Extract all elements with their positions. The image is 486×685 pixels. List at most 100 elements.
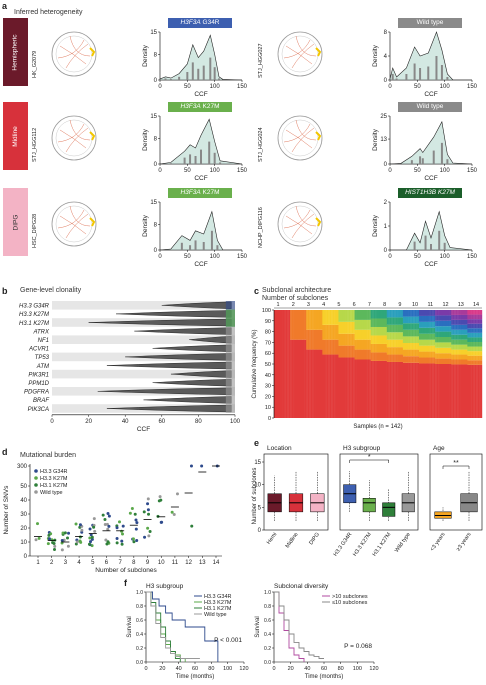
- stack-segment: [471, 328, 474, 333]
- stack-segment: [394, 310, 396, 318]
- legend-dot: [34, 490, 38, 494]
- sample-id: STJ_HGG027: [258, 43, 264, 78]
- stack-segment: [309, 349, 311, 418]
- stack-segment: [460, 364, 462, 418]
- histogram-bar: [180, 242, 183, 250]
- stack-segment: [427, 351, 430, 358]
- stack-segment: [353, 357, 355, 418]
- stack-segment: [386, 339, 389, 348]
- stack-segment: [416, 329, 418, 337]
- stack-segment: [442, 358, 445, 364]
- y-tick-label: 15: [254, 460, 261, 466]
- stack-segment: [440, 331, 443, 337]
- y-tick-label: 0: [154, 248, 158, 254]
- stack-segment: [477, 323, 480, 329]
- stack-segment: [345, 357, 348, 418]
- stack-segment: [423, 357, 426, 364]
- stack-segment: [470, 310, 472, 315]
- histogram-bar: [419, 68, 422, 80]
- stack-segment: [451, 334, 453, 340]
- y-tick-label: 15: [150, 30, 157, 36]
- stack-segment: [464, 310, 467, 315]
- stack-segment: [462, 334, 465, 340]
- stack-segment: [454, 339, 456, 345]
- stack-segment: [454, 349, 456, 355]
- stack-segment: [419, 339, 421, 346]
- mutation-label: Wild type: [416, 19, 444, 26]
- stack-segment: [449, 364, 452, 418]
- sample-id: HSC_DIPG28: [32, 213, 38, 248]
- stack-segment: [298, 339, 301, 418]
- data-point: [90, 537, 94, 541]
- stack-segment: [451, 349, 453, 355]
- stack-segment: [351, 321, 354, 334]
- stack-segment: [399, 354, 402, 362]
- stack-segment: [376, 352, 379, 361]
- data-point: [120, 542, 124, 546]
- stack-segment: [350, 321, 352, 334]
- stack-segment: [445, 364, 448, 418]
- stack-segment: [354, 349, 357, 360]
- stack-segment: [317, 310, 320, 330]
- stack-segment: [474, 323, 477, 329]
- stack-segment: [429, 310, 431, 316]
- p-value: P < 0.001: [214, 637, 242, 644]
- stack-segment: [446, 364, 449, 418]
- stack-segment: [319, 349, 322, 418]
- stack-segment: [334, 324, 336, 340]
- stack-segment: [325, 354, 327, 418]
- stack-segment: [332, 354, 335, 418]
- stack-segment: [465, 354, 468, 360]
- stack-segment: [386, 317, 389, 325]
- stack-segment: [407, 336, 409, 343]
- stack-segment: [413, 343, 415, 350]
- stack-segment: [312, 349, 314, 418]
- stack-segment: [369, 310, 371, 320]
- stack-segment: [364, 339, 367, 350]
- stack-segment: [312, 329, 314, 350]
- panel-a-title: Inferred heterogeneity: [14, 9, 83, 16]
- stack-segment: [471, 310, 474, 315]
- stack-segment: [432, 339, 434, 346]
- stack-segment: [380, 326, 383, 336]
- stack-segment: [391, 347, 393, 355]
- stack-segment: [460, 334, 462, 340]
- stack-segment: [360, 339, 363, 350]
- stack-segment: [449, 337, 452, 343]
- panel-c-subtitle: Number of subclones: [262, 295, 329, 302]
- survival-curve: [274, 591, 324, 659]
- stack-segment: [288, 310, 291, 418]
- stack-segment: [398, 361, 401, 418]
- stack-segment: [480, 328, 483, 333]
- stack-segment: [383, 310, 386, 319]
- stack-segment: [382, 343, 385, 353]
- x-tick-label: 20: [85, 419, 92, 425]
- stack-segment: [414, 343, 417, 350]
- x-tick-label: 80: [195, 419, 202, 425]
- stack-segment: [386, 347, 389, 355]
- y-tick-label: 10: [20, 540, 27, 546]
- x-axis-label: Time (months): [305, 674, 343, 680]
- stack-segment: [460, 359, 462, 365]
- stack-segment: [420, 339, 423, 346]
- significance-bracket: [442, 465, 470, 469]
- stack-segment: [423, 339, 426, 346]
- stack-segment: [316, 310, 319, 330]
- stack-segment: [303, 310, 305, 340]
- stack-segment: [366, 349, 368, 360]
- x-tick-label: 50: [184, 84, 191, 90]
- data-point: [115, 526, 119, 530]
- y-tick-label: 10: [265, 405, 271, 411]
- x-tick-label: 100: [440, 168, 451, 174]
- stack-segment: [471, 332, 474, 338]
- significance-mark: **: [453, 460, 459, 467]
- violin: [143, 396, 232, 404]
- survival-curves: H3 subgroup 0 20 40 60 80 100 120 0.0 0.2 0.4 0.6 0.…: [127, 583, 379, 680]
- y-tick-label: 30: [265, 384, 271, 390]
- stack-segment: [429, 363, 431, 418]
- sample-id: HK_G2079: [32, 50, 38, 78]
- stack-segment: [375, 318, 377, 327]
- data-point: [67, 531, 71, 535]
- stack-segment: [426, 333, 428, 340]
- stack-segment: [467, 314, 470, 320]
